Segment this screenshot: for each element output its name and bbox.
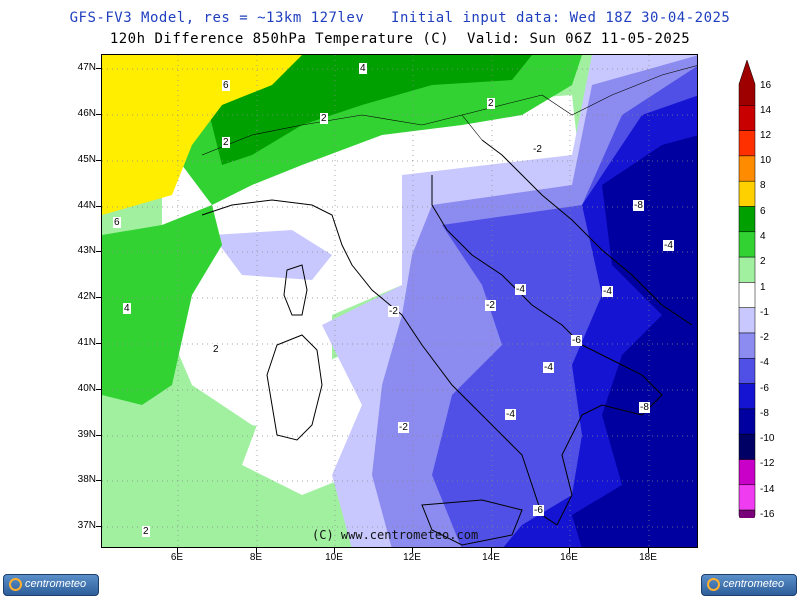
legend-swatch	[738, 383, 756, 410]
coastlines	[201, 139, 693, 546]
country-borders	[201, 65, 697, 156]
contour-label: -2	[398, 422, 409, 433]
legend-label-2: 2	[760, 256, 766, 267]
contour-label: -4	[663, 240, 674, 251]
legend-label-4: 4	[760, 231, 766, 242]
legend-label-minus-4: -4	[760, 357, 769, 368]
lat-label-45n: 45N	[77, 154, 96, 165]
legend-swatch	[738, 59, 756, 106]
legend-label-16: 16	[760, 80, 772, 91]
chart-title: 120h Difference 850hPa Temperature (C) V…	[109, 31, 691, 47]
copyright-text: (C) www.centrometeo.com	[312, 528, 479, 542]
logo-text: centrometeo	[25, 578, 87, 590]
contour-label: -6	[533, 505, 544, 516]
map-canvas	[102, 55, 697, 547]
contour-label: 6	[222, 80, 230, 91]
lon-label-16e: 16E	[560, 552, 578, 563]
color-legend-bar	[738, 59, 756, 518]
contour-label: -8	[633, 200, 644, 211]
contour-label: -4	[515, 284, 526, 295]
lon-label-12e: 12E	[403, 552, 421, 563]
legend-label-14: 14	[760, 105, 772, 116]
contour-label: 2	[142, 526, 150, 537]
logo-ring-icon	[707, 578, 720, 591]
lat-label-46n: 46N	[77, 108, 96, 119]
lon-label-14e: 14E	[482, 552, 500, 563]
legend-label-8: 8	[760, 180, 766, 191]
logo-ring-icon	[9, 578, 22, 591]
legend-label-minus-12: -12	[760, 458, 775, 469]
legend-swatch	[738, 105, 756, 131]
contour-label: 4	[123, 303, 131, 314]
lat-label-40n: 40N	[77, 383, 96, 394]
legend-label-minus-6: -6	[760, 383, 769, 394]
centrometeo-logo-left[interactable]: centrometeo	[3, 574, 99, 596]
lat-label-42n: 42N	[77, 291, 96, 302]
field-yellow	[102, 55, 302, 215]
lon-label-8e: 8E	[249, 552, 263, 563]
contour-label: 6	[113, 217, 121, 228]
lat-label-44n: 44N	[77, 200, 96, 211]
legend-swatch	[738, 282, 756, 308]
legend-label-minus-16: -16	[760, 509, 775, 520]
legend-swatch	[738, 433, 756, 460]
legend-swatch	[738, 130, 756, 157]
legend-swatch	[738, 180, 756, 207]
field-dark-green-alps	[202, 55, 532, 165]
lon-label-6e: 6E	[170, 552, 184, 563]
legend-label-minus-10: -10	[760, 433, 775, 444]
legend-swatch	[738, 307, 756, 334]
contour-label: 2	[222, 137, 230, 148]
contour-label: -4	[602, 286, 613, 297]
contour-label: -4	[505, 409, 516, 420]
contour-label: -2	[532, 144, 543, 155]
legend-swatch	[738, 509, 756, 518]
legend-swatch	[738, 358, 756, 384]
lat-label-38n: 38N	[77, 474, 96, 485]
legend-label-minus-8: -8	[760, 408, 769, 419]
legend-label-6: 6	[760, 206, 766, 217]
temperature-difference-map: 6 4 2 2 2 -2 -8 -4 6 4 2 -2 -2 -4 -4 -6 …	[101, 54, 698, 548]
contour-label: -4	[543, 362, 554, 373]
legend-label-1: 1	[760, 282, 766, 293]
contour-label: -2	[485, 300, 496, 311]
contour-label: 2	[487, 98, 495, 109]
contour-label: -2	[388, 306, 399, 317]
contour-label: 2	[212, 344, 220, 355]
legend-swatch	[738, 256, 756, 283]
field-mid-green-west	[102, 205, 222, 405]
lon-label-18e: 18E	[639, 552, 657, 563]
contour-label: -8	[639, 402, 650, 413]
legend-swatch	[738, 155, 756, 182]
lon-label-10e: 10E	[325, 552, 343, 563]
legend-swatch	[738, 231, 756, 258]
lat-label-47n: 47N	[77, 62, 96, 73]
lat-label-43n: 43N	[77, 245, 96, 256]
legend-swatch	[738, 484, 756, 511]
legend-swatch	[738, 332, 756, 359]
legend-label-10: 10	[760, 155, 772, 166]
legend-swatch	[738, 459, 756, 486]
legend-label-minus-2: -2	[760, 332, 769, 343]
centrometeo-logo-right[interactable]: centrometeo	[701, 574, 797, 596]
contour-label: -6	[571, 335, 582, 346]
contour-label: 4	[359, 63, 367, 74]
legend-label-minus-1: -1	[760, 307, 769, 318]
field-dark-blue	[572, 135, 697, 547]
lat-label-37n: 37N	[77, 520, 96, 531]
lat-label-39n: 39N	[77, 429, 96, 440]
legend-label-minus-14: -14	[760, 484, 775, 495]
legend-swatch	[738, 408, 756, 435]
legend-swatch	[738, 206, 756, 233]
contour-label: 2	[320, 113, 328, 124]
legend-label-12: 12	[760, 130, 772, 141]
model-title: GFS-FV3 Model, res = ~13km 127lev Initia…	[69, 10, 731, 26]
lat-label-41n: 41N	[77, 337, 96, 348]
logo-text: centrometeo	[723, 578, 785, 590]
